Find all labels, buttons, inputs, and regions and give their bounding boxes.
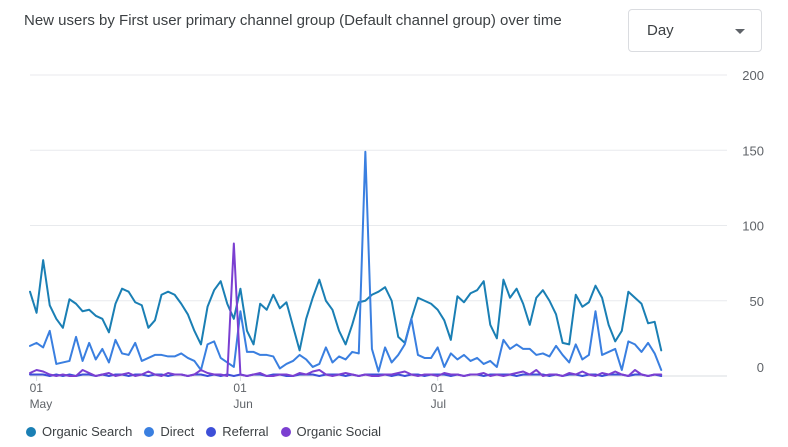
legend-label-organic-social: Organic Social: [296, 424, 382, 439]
x-tick-day-1: 01: [233, 381, 247, 395]
x-tick-month-2: Jul: [431, 397, 446, 411]
legend-item-organic-social[interactable]: Organic Social: [280, 424, 382, 439]
granularity-selected-value: Day: [647, 22, 674, 39]
legend-dot-icon: [206, 426, 217, 437]
legend-dot-icon: [26, 426, 36, 437]
chart-legend: Organic Search Direct Referral Organic Soci…: [26, 424, 393, 439]
line-chart: 0 50 100 150 200 01 May 01 Jun 01 Jul: [29, 68, 764, 411]
legend-item-direct[interactable]: Direct: [144, 424, 194, 439]
y-tick-label-150: 150: [742, 143, 764, 158]
y-tick-label-100: 100: [742, 219, 764, 234]
x-tick-day-2: 01: [431, 381, 445, 395]
x-tick-day-0: 01: [30, 381, 44, 395]
caret-down-icon: [735, 29, 745, 34]
legend-label-organic-search: Organic Search: [42, 424, 133, 439]
y-tick-label-0: 0: [757, 360, 764, 375]
granularity-dropdown[interactable]: Day: [628, 9, 762, 52]
y-tick-label-200: 200: [742, 68, 764, 83]
legend-label-referral: Referral: [222, 424, 269, 439]
chart-title: New users by First user primary channel …: [24, 12, 562, 29]
legend-item-organic-search[interactable]: Organic Search: [26, 424, 132, 439]
legend-item-referral[interactable]: Referral: [206, 424, 269, 439]
legend-dot-icon: [144, 426, 155, 437]
legend-label-direct: Direct: [160, 424, 195, 439]
series-line-direct: [29, 150, 663, 373]
x-tick-month-0: May: [30, 397, 53, 411]
y-tick-label-50: 50: [750, 294, 764, 309]
series-line-organic-search: [29, 259, 663, 352]
x-tick-month-1: Jun: [233, 397, 252, 411]
legend-dot-icon: [280, 426, 291, 437]
series-line-organic-social: [29, 242, 663, 377]
